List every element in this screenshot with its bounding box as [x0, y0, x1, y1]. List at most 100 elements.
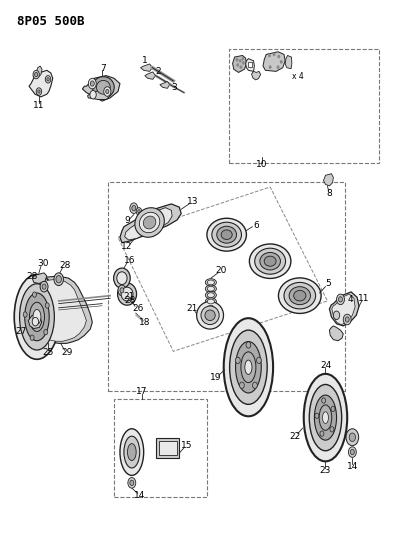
Circle shape: [118, 285, 126, 296]
Ellipse shape: [322, 412, 328, 423]
Polygon shape: [82, 76, 120, 101]
Polygon shape: [263, 52, 285, 71]
Text: 11: 11: [359, 294, 370, 303]
Polygon shape: [28, 314, 42, 328]
Text: 4: 4: [347, 295, 353, 304]
Ellipse shape: [284, 282, 316, 309]
Ellipse shape: [260, 253, 281, 270]
Polygon shape: [125, 208, 172, 240]
Ellipse shape: [205, 298, 217, 305]
Text: 5: 5: [326, 279, 332, 288]
Ellipse shape: [236, 342, 261, 393]
Circle shape: [38, 90, 40, 93]
Circle shape: [106, 90, 109, 94]
Text: 14: 14: [347, 463, 358, 471]
Polygon shape: [140, 64, 152, 71]
Polygon shape: [332, 294, 355, 325]
Circle shape: [54, 273, 63, 286]
Text: 17: 17: [136, 386, 147, 395]
Text: 9: 9: [124, 216, 130, 225]
Circle shape: [40, 281, 48, 292]
Circle shape: [33, 292, 37, 297]
Text: 24: 24: [321, 361, 332, 370]
Text: 19: 19: [210, 373, 221, 382]
Ellipse shape: [117, 272, 127, 285]
Bar: [108, 182, 345, 391]
Text: 30: 30: [37, 260, 49, 268]
Bar: [248, 62, 252, 67]
Ellipse shape: [124, 436, 140, 468]
Polygon shape: [232, 55, 246, 72]
Polygon shape: [246, 59, 254, 71]
Ellipse shape: [29, 302, 45, 332]
Polygon shape: [27, 276, 92, 343]
Circle shape: [90, 91, 96, 99]
Circle shape: [334, 311, 340, 319]
Circle shape: [339, 297, 342, 302]
Bar: [228, 49, 379, 163]
Ellipse shape: [264, 256, 276, 266]
Bar: [156, 438, 179, 458]
Ellipse shape: [319, 405, 332, 430]
Ellipse shape: [33, 310, 41, 324]
Polygon shape: [160, 82, 170, 88]
Circle shape: [130, 203, 138, 214]
Circle shape: [56, 276, 61, 283]
Circle shape: [280, 60, 283, 63]
Ellipse shape: [255, 248, 285, 274]
Circle shape: [242, 61, 244, 64]
Ellipse shape: [96, 80, 110, 94]
Text: 27: 27: [16, 327, 27, 336]
Ellipse shape: [230, 330, 267, 405]
Ellipse shape: [309, 384, 341, 451]
Circle shape: [136, 208, 142, 215]
Text: 28: 28: [60, 261, 71, 270]
Text: 12: 12: [121, 243, 133, 252]
Text: 11: 11: [33, 101, 45, 110]
Ellipse shape: [207, 299, 215, 304]
Circle shape: [337, 294, 344, 305]
Bar: [159, 441, 177, 455]
Circle shape: [36, 88, 42, 95]
Circle shape: [268, 54, 271, 57]
Circle shape: [120, 288, 124, 293]
Bar: [114, 399, 207, 497]
Circle shape: [240, 382, 244, 389]
Circle shape: [278, 55, 280, 58]
Ellipse shape: [241, 352, 256, 383]
Ellipse shape: [205, 285, 217, 293]
Ellipse shape: [250, 244, 291, 278]
Ellipse shape: [217, 226, 236, 243]
Ellipse shape: [205, 310, 215, 320]
Ellipse shape: [117, 283, 137, 305]
Text: 13: 13: [187, 197, 198, 206]
Circle shape: [350, 449, 354, 455]
Polygon shape: [330, 326, 343, 341]
Text: 28: 28: [124, 296, 136, 305]
Ellipse shape: [143, 216, 156, 229]
Polygon shape: [120, 204, 181, 243]
Circle shape: [132, 206, 136, 211]
Circle shape: [45, 303, 49, 308]
Text: x 4: x 4: [292, 72, 304, 81]
Text: 6: 6: [254, 221, 259, 230]
Polygon shape: [145, 72, 156, 79]
Ellipse shape: [224, 318, 273, 416]
Circle shape: [35, 72, 38, 77]
Circle shape: [47, 78, 49, 81]
Text: 25: 25: [42, 349, 54, 358]
Circle shape: [44, 329, 48, 335]
Text: 14: 14: [134, 491, 145, 500]
Circle shape: [331, 406, 335, 411]
Text: 23: 23: [320, 466, 331, 475]
Circle shape: [322, 398, 326, 403]
Text: 10: 10: [256, 160, 267, 169]
Text: 1: 1: [142, 56, 148, 65]
Polygon shape: [330, 292, 359, 326]
Circle shape: [346, 429, 359, 446]
Circle shape: [128, 478, 136, 488]
Circle shape: [23, 312, 27, 317]
Ellipse shape: [139, 212, 160, 233]
Ellipse shape: [201, 306, 219, 325]
Circle shape: [236, 357, 240, 364]
